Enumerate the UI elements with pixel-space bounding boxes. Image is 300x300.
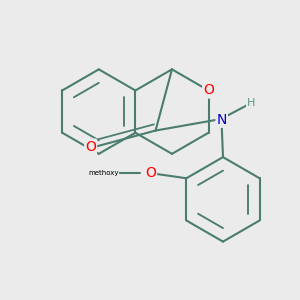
- Text: O: O: [145, 166, 156, 180]
- Text: N: N: [217, 113, 227, 127]
- Text: H: H: [247, 98, 255, 108]
- Text: O: O: [85, 140, 96, 154]
- Text: O: O: [203, 83, 214, 98]
- Text: methoxy: methoxy: [88, 170, 118, 176]
